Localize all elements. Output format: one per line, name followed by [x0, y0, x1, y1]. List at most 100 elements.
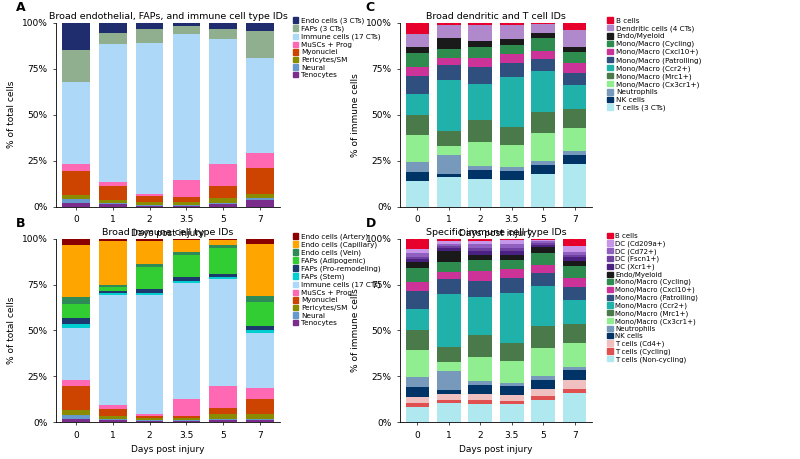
Bar — [99, 44, 126, 182]
Bar — [500, 239, 523, 241]
Bar — [210, 240, 237, 245]
Bar — [406, 239, 429, 249]
Bar — [62, 380, 90, 386]
Bar — [500, 293, 523, 343]
Bar — [99, 241, 126, 285]
Bar — [406, 291, 429, 309]
Bar — [136, 420, 163, 421]
Bar — [563, 239, 586, 246]
Bar — [500, 171, 523, 179]
Y-axis label: % of total cells: % of total cells — [7, 297, 16, 364]
Bar — [563, 267, 586, 278]
Bar — [500, 25, 523, 39]
Text: A: A — [16, 1, 26, 14]
Bar — [500, 401, 523, 404]
Bar — [469, 271, 492, 280]
Bar — [531, 161, 555, 164]
Bar — [173, 421, 200, 422]
Bar — [406, 268, 429, 282]
Bar — [136, 206, 163, 207]
Bar — [246, 58, 274, 153]
Bar — [500, 23, 523, 25]
Bar — [173, 281, 200, 284]
Bar — [246, 326, 274, 330]
Title: Specific immune cell type IDs: Specific immune cell type IDs — [426, 228, 566, 236]
Bar — [406, 115, 429, 134]
Bar — [173, 418, 200, 420]
Bar — [99, 420, 126, 422]
Bar — [406, 76, 429, 94]
Bar — [246, 420, 274, 422]
Bar — [99, 287, 126, 291]
Bar — [246, 330, 274, 333]
Bar — [406, 330, 429, 350]
Bar — [99, 23, 126, 33]
Y-axis label: % of immune cells: % of immune cells — [351, 289, 360, 372]
Bar — [406, 134, 429, 162]
Bar — [62, 239, 90, 245]
Bar — [469, 58, 492, 67]
Bar — [62, 415, 90, 419]
Bar — [246, 153, 274, 168]
Bar — [99, 409, 126, 416]
Bar — [469, 120, 492, 142]
Bar — [210, 39, 237, 164]
Bar — [531, 59, 555, 71]
Bar — [406, 67, 429, 76]
Bar — [210, 419, 237, 420]
Bar — [173, 34, 200, 180]
Bar — [406, 377, 429, 387]
Bar — [246, 302, 274, 326]
Bar — [563, 47, 586, 52]
Bar — [469, 403, 492, 422]
Bar — [563, 367, 586, 370]
Bar — [500, 383, 523, 386]
Bar — [469, 23, 492, 25]
Bar — [406, 162, 429, 172]
Title: Broad dendritic and T cell IDs: Broad dendritic and T cell IDs — [426, 12, 566, 21]
Bar — [563, 300, 586, 324]
Bar — [210, 239, 237, 240]
Bar — [531, 400, 555, 422]
Bar — [173, 240, 200, 252]
Bar — [210, 420, 237, 422]
Bar — [500, 45, 523, 54]
Bar — [563, 246, 586, 252]
Bar — [99, 239, 126, 241]
Bar — [531, 286, 555, 326]
Bar — [531, 380, 555, 389]
Bar — [563, 128, 586, 151]
Bar — [136, 202, 163, 205]
Bar — [406, 23, 429, 34]
Bar — [469, 394, 492, 400]
Y-axis label: % of total cells: % of total cells — [7, 81, 16, 148]
Bar — [173, 284, 200, 398]
Bar — [173, 205, 200, 206]
Bar — [99, 293, 126, 295]
Bar — [210, 414, 237, 419]
Bar — [406, 259, 429, 262]
Bar — [437, 23, 461, 25]
Bar — [500, 248, 523, 251]
Bar — [437, 174, 461, 177]
Bar — [406, 407, 429, 422]
Bar — [531, 389, 555, 397]
Bar — [531, 240, 555, 241]
Bar — [136, 418, 163, 420]
Bar — [437, 146, 461, 155]
Bar — [437, 241, 461, 244]
Bar — [62, 419, 90, 422]
Bar — [500, 260, 523, 269]
Bar — [563, 261, 586, 267]
Bar — [437, 155, 461, 174]
Bar — [406, 172, 429, 181]
Bar — [136, 23, 163, 29]
Bar — [500, 77, 523, 127]
Title: Broad endothelial, FAPs, and immune cell type IDs: Broad endothelial, FAPs, and immune cell… — [49, 12, 287, 21]
Bar — [246, 168, 274, 194]
Bar — [500, 386, 523, 395]
Bar — [210, 386, 237, 408]
Bar — [406, 253, 429, 257]
Bar — [62, 23, 90, 50]
Bar — [246, 296, 274, 302]
